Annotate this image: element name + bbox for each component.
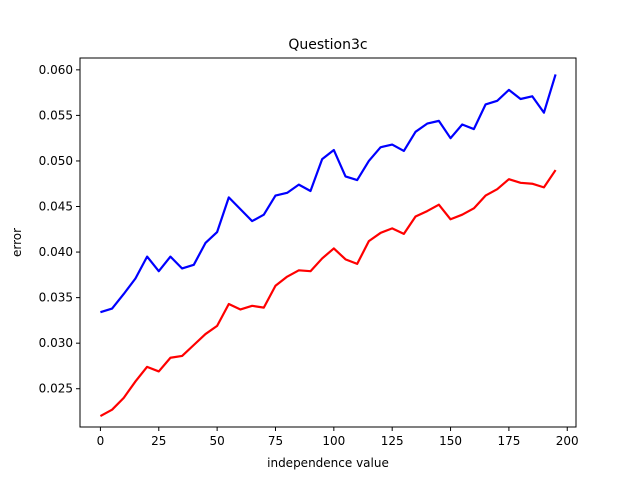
x-tick-label: 75	[268, 434, 283, 448]
plot-frame	[79, 57, 577, 428]
series-line-2	[99, 169, 557, 418]
y-tick-label: 0.055	[39, 108, 73, 122]
y-tick-label: 0.035	[39, 291, 73, 305]
chart-title: Question3c	[288, 37, 367, 53]
series-layer	[99, 74, 557, 418]
x-tick-label: 50	[209, 434, 224, 448]
x-tick-label: 150	[439, 434, 462, 448]
y-tick-label: 0.050	[39, 154, 73, 168]
x-tick-label: 200	[556, 434, 579, 448]
y-tick-label: 0.045	[39, 200, 73, 214]
series-line-1	[100, 74, 557, 314]
y-axis: 0.025 0.030 0.035 0.040 0.045 0.050 0.055 0.060	[39, 63, 80, 396]
x-tick-label: 100	[322, 434, 345, 448]
y-tick-label: 0.025	[39, 382, 73, 396]
x-tick-label: 0	[97, 434, 105, 448]
x-tick-label: 125	[381, 434, 404, 448]
y-tick-label: 0.040	[39, 245, 73, 259]
x-axis-title: independence value	[267, 456, 389, 470]
x-tick-label: 25	[151, 434, 166, 448]
y-tick-label: 0.060	[39, 63, 73, 77]
x-tick-label: 175	[497, 434, 520, 448]
x-axis: 0 25 50 75 100 125 150 175 200	[97, 427, 579, 448]
y-tick-label: 0.030	[39, 336, 73, 350]
y-axis-title: error	[10, 228, 24, 257]
